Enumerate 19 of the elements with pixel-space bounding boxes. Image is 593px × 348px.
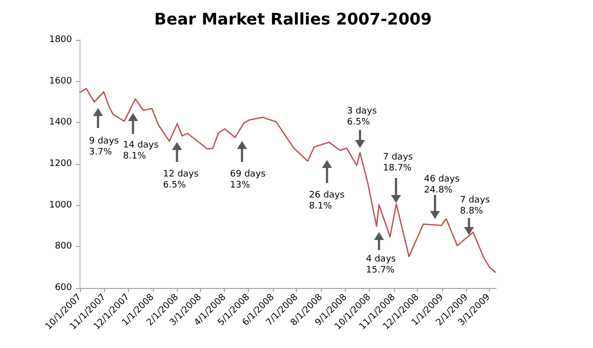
annotation: 12 days 6.5%	[163, 170, 199, 190]
chart-title: Bear Market Rallies 2007-2009	[154, 10, 432, 28]
annotation: 26 days 8.1%	[309, 190, 345, 212]
y-tick-label: 1600	[49, 76, 72, 86]
line-series	[79, 88, 496, 273]
y-tick-label: 1800	[49, 35, 72, 45]
y-tick-label: 1400	[49, 118, 72, 128]
y-tick-label: 800	[54, 242, 72, 252]
annotation: 69 days 13%	[230, 170, 266, 190]
annotation: 3 days 6.5%	[347, 106, 378, 128]
y-tick-label: 1000	[49, 200, 72, 210]
annotation: 46 days 24.8%	[424, 174, 460, 196]
annotation: 9 days 3.7%	[89, 136, 120, 158]
annotation: 4 days 15.7%	[366, 254, 396, 276]
annotation: 14 days 8.1%	[123, 140, 159, 162]
y-tick-label: 1200	[49, 159, 72, 169]
annotation: 7 days 18.7%	[383, 152, 414, 174]
annotation: 7 days 8.8%	[460, 196, 490, 216]
y-tick-label: 600	[54, 283, 72, 293]
